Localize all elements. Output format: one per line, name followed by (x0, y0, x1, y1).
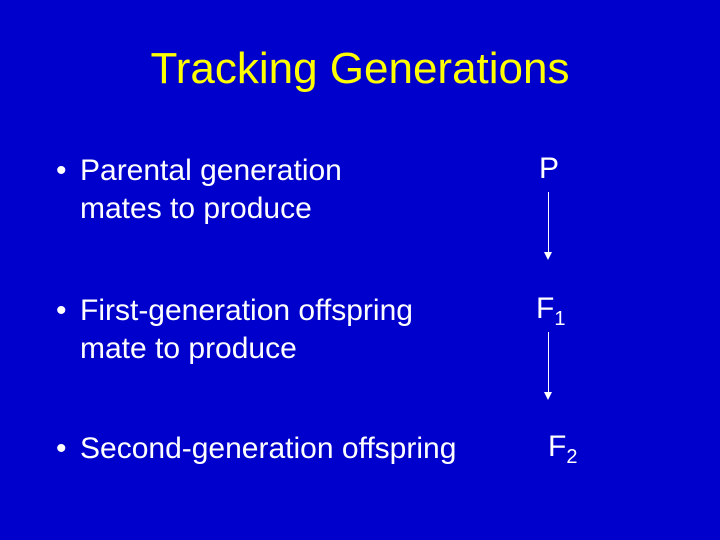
bullet-1: •Parental generation mates to produce (56, 152, 486, 227)
bullet-marker: • (56, 152, 80, 190)
bullet-2-line2: mate to produce (80, 332, 297, 365)
arrow-head-icon (544, 252, 552, 260)
bullet-3-line1: Second-generation offspring (80, 432, 456, 465)
bullet-3-text: Second-generation offspring (80, 430, 470, 468)
slide-root: Tracking Generations •Parental generatio… (0, 0, 720, 540)
bullet-3: •Second-generation offspring (56, 430, 486, 468)
bullet-1-line1: Parental generation (80, 154, 342, 187)
symbol-f2: F2 (548, 430, 577, 464)
symbol-f1: F1 (536, 292, 565, 326)
bullet-2-line1: First-generation offspring (80, 294, 413, 327)
bullet-marker: • (56, 430, 80, 468)
bullet-1-line2: mates to produce (80, 192, 312, 225)
symbol-p: P (539, 152, 559, 186)
symbol-f2-sub: 2 (566, 446, 577, 468)
symbol-f1-sub: 1 (554, 308, 565, 330)
symbol-f1-base: F (536, 292, 554, 325)
bullet-1-text: Parental generation mates to produce (80, 152, 470, 227)
arrow-head-icon (544, 392, 552, 400)
arrow-line-icon (548, 192, 549, 252)
arrow-line-icon (548, 332, 549, 392)
bullet-marker: • (56, 292, 80, 330)
symbol-p-base: P (539, 152, 559, 185)
slide-title: Tracking Generations (0, 44, 720, 94)
bullet-2-text: First-generation offspring mate to produc… (80, 292, 470, 367)
bullet-2: •First-generation offspring mate to produ… (56, 292, 486, 367)
symbol-f2-base: F (548, 430, 566, 463)
